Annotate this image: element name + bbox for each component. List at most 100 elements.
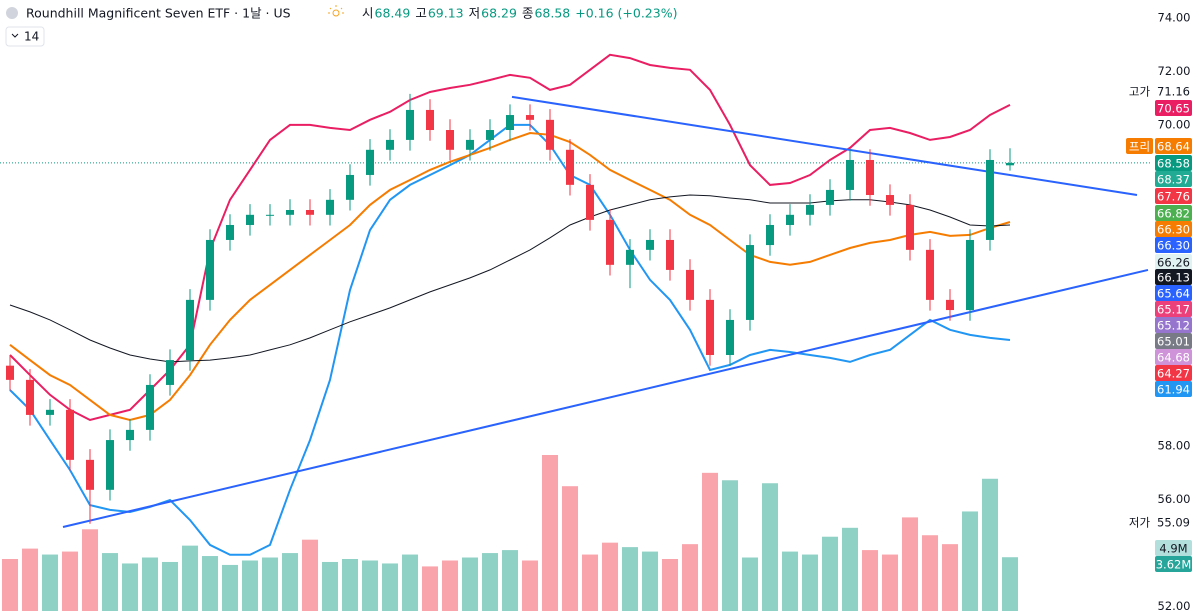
price-label-bg [1155, 317, 1192, 333]
candle-body [446, 130, 454, 150]
candle-body [726, 319, 734, 355]
volume-bar [142, 557, 158, 611]
candle-body [46, 409, 54, 415]
candle-body [186, 299, 194, 361]
volume-bar [842, 527, 858, 611]
price-label-bg [1155, 540, 1192, 556]
price-label: 66.13 [1157, 271, 1190, 285]
interval-count: 14 [24, 30, 39, 44]
volume-bar [602, 542, 618, 611]
candle-body [326, 199, 334, 215]
candle-body [386, 139, 394, 150]
price-label-bg [1155, 381, 1192, 397]
price-tag-bg [1126, 138, 1153, 154]
price-label-bg [1155, 333, 1192, 349]
chevron [11, 33, 19, 38]
interval-toggle[interactable] [5, 26, 45, 47]
volume-bar [422, 566, 438, 611]
candle-body [686, 269, 694, 300]
change: +0.16 (+0.23%) [575, 6, 677, 21]
price-label-bg [1155, 269, 1192, 285]
volume-bar [522, 560, 538, 611]
candle-body [406, 109, 414, 140]
volume-layer [2, 455, 1018, 611]
price-label-bg [1155, 285, 1192, 301]
y-tick-label: 74.00 [1158, 10, 1191, 24]
candle-body [506, 115, 514, 131]
volume-bar [282, 553, 298, 611]
candle-body [826, 189, 834, 205]
candle-body [746, 245, 754, 320]
indicator-line [9, 123, 1011, 556]
volume-bar [122, 563, 138, 611]
candle-body [146, 384, 154, 430]
candle-body [306, 209, 314, 215]
price-label: 65.12 [1157, 319, 1190, 333]
price-label: 68.58 [1157, 157, 1190, 171]
volume-bar [642, 551, 658, 611]
price-label-bg [1155, 514, 1192, 530]
candle-body [266, 214, 274, 216]
price-label-bg [1155, 365, 1192, 381]
indicator-line [9, 194, 1011, 363]
candle-body [246, 214, 254, 225]
volume-bar [482, 553, 498, 611]
price-label: 4.9M [1159, 542, 1187, 556]
volume-bar [902, 517, 918, 611]
price-label: 3.62M [1156, 558, 1192, 572]
candle-body [126, 429, 134, 441]
ohlc-label: 종 [522, 6, 534, 21]
candle-body [586, 184, 594, 220]
price-label: 65.64 [1157, 287, 1190, 301]
candle-body [86, 459, 94, 490]
volume-bar [742, 557, 758, 611]
candle-body [666, 239, 674, 270]
ohlc-value: 69.13 [428, 6, 464, 21]
candle-body [786, 214, 794, 225]
price-label: 67.76 [1157, 190, 1190, 204]
ohlc-legend: 시 68.49 고 69.13 저 68.29 종 68.58 +0.16 (+0.23%) [362, 6, 677, 21]
volume-bar [982, 478, 998, 611]
volume-bar [102, 553, 118, 611]
candle-body [486, 130, 494, 140]
price-label: 66.30 [1157, 239, 1190, 253]
trend-line [62, 268, 1149, 528]
candle-body [626, 249, 634, 265]
y-tick-label: 52.00 [1158, 599, 1191, 611]
volume-bar [342, 559, 358, 611]
volume-bar [962, 511, 978, 611]
volume-bar [502, 550, 518, 611]
candle-body [566, 149, 574, 185]
ohlc-label: 저 [469, 6, 481, 21]
y-tick-label: 56.00 [1158, 492, 1191, 506]
price-label: 66.82 [1157, 207, 1190, 221]
candle-body [226, 224, 234, 240]
candle-body [66, 409, 74, 460]
candle-body [366, 149, 374, 175]
price-label-bg [1155, 349, 1192, 365]
price-label: 65.17 [1157, 303, 1190, 317]
candle-body [906, 204, 914, 250]
volume-bar [922, 535, 938, 611]
candle-body [606, 219, 614, 265]
volume-bar [442, 560, 458, 611]
candle-body [926, 249, 934, 300]
price-label-bg [1155, 83, 1192, 99]
volume-bar [42, 554, 58, 611]
candle-body [846, 159, 854, 190]
candle-body [706, 299, 714, 355]
candle-body [466, 139, 474, 150]
volume-bar [22, 548, 38, 611]
volume-bar [622, 547, 638, 611]
candle-body [546, 119, 554, 150]
candle-body [886, 195, 894, 205]
price-label: 64.68 [1157, 351, 1190, 365]
volume-bar [562, 486, 578, 611]
price-label-bg [1155, 205, 1192, 221]
price-label-bg [1155, 301, 1192, 317]
candle-body [986, 159, 994, 240]
volume-bar [322, 561, 338, 611]
volume-bar [582, 554, 598, 611]
